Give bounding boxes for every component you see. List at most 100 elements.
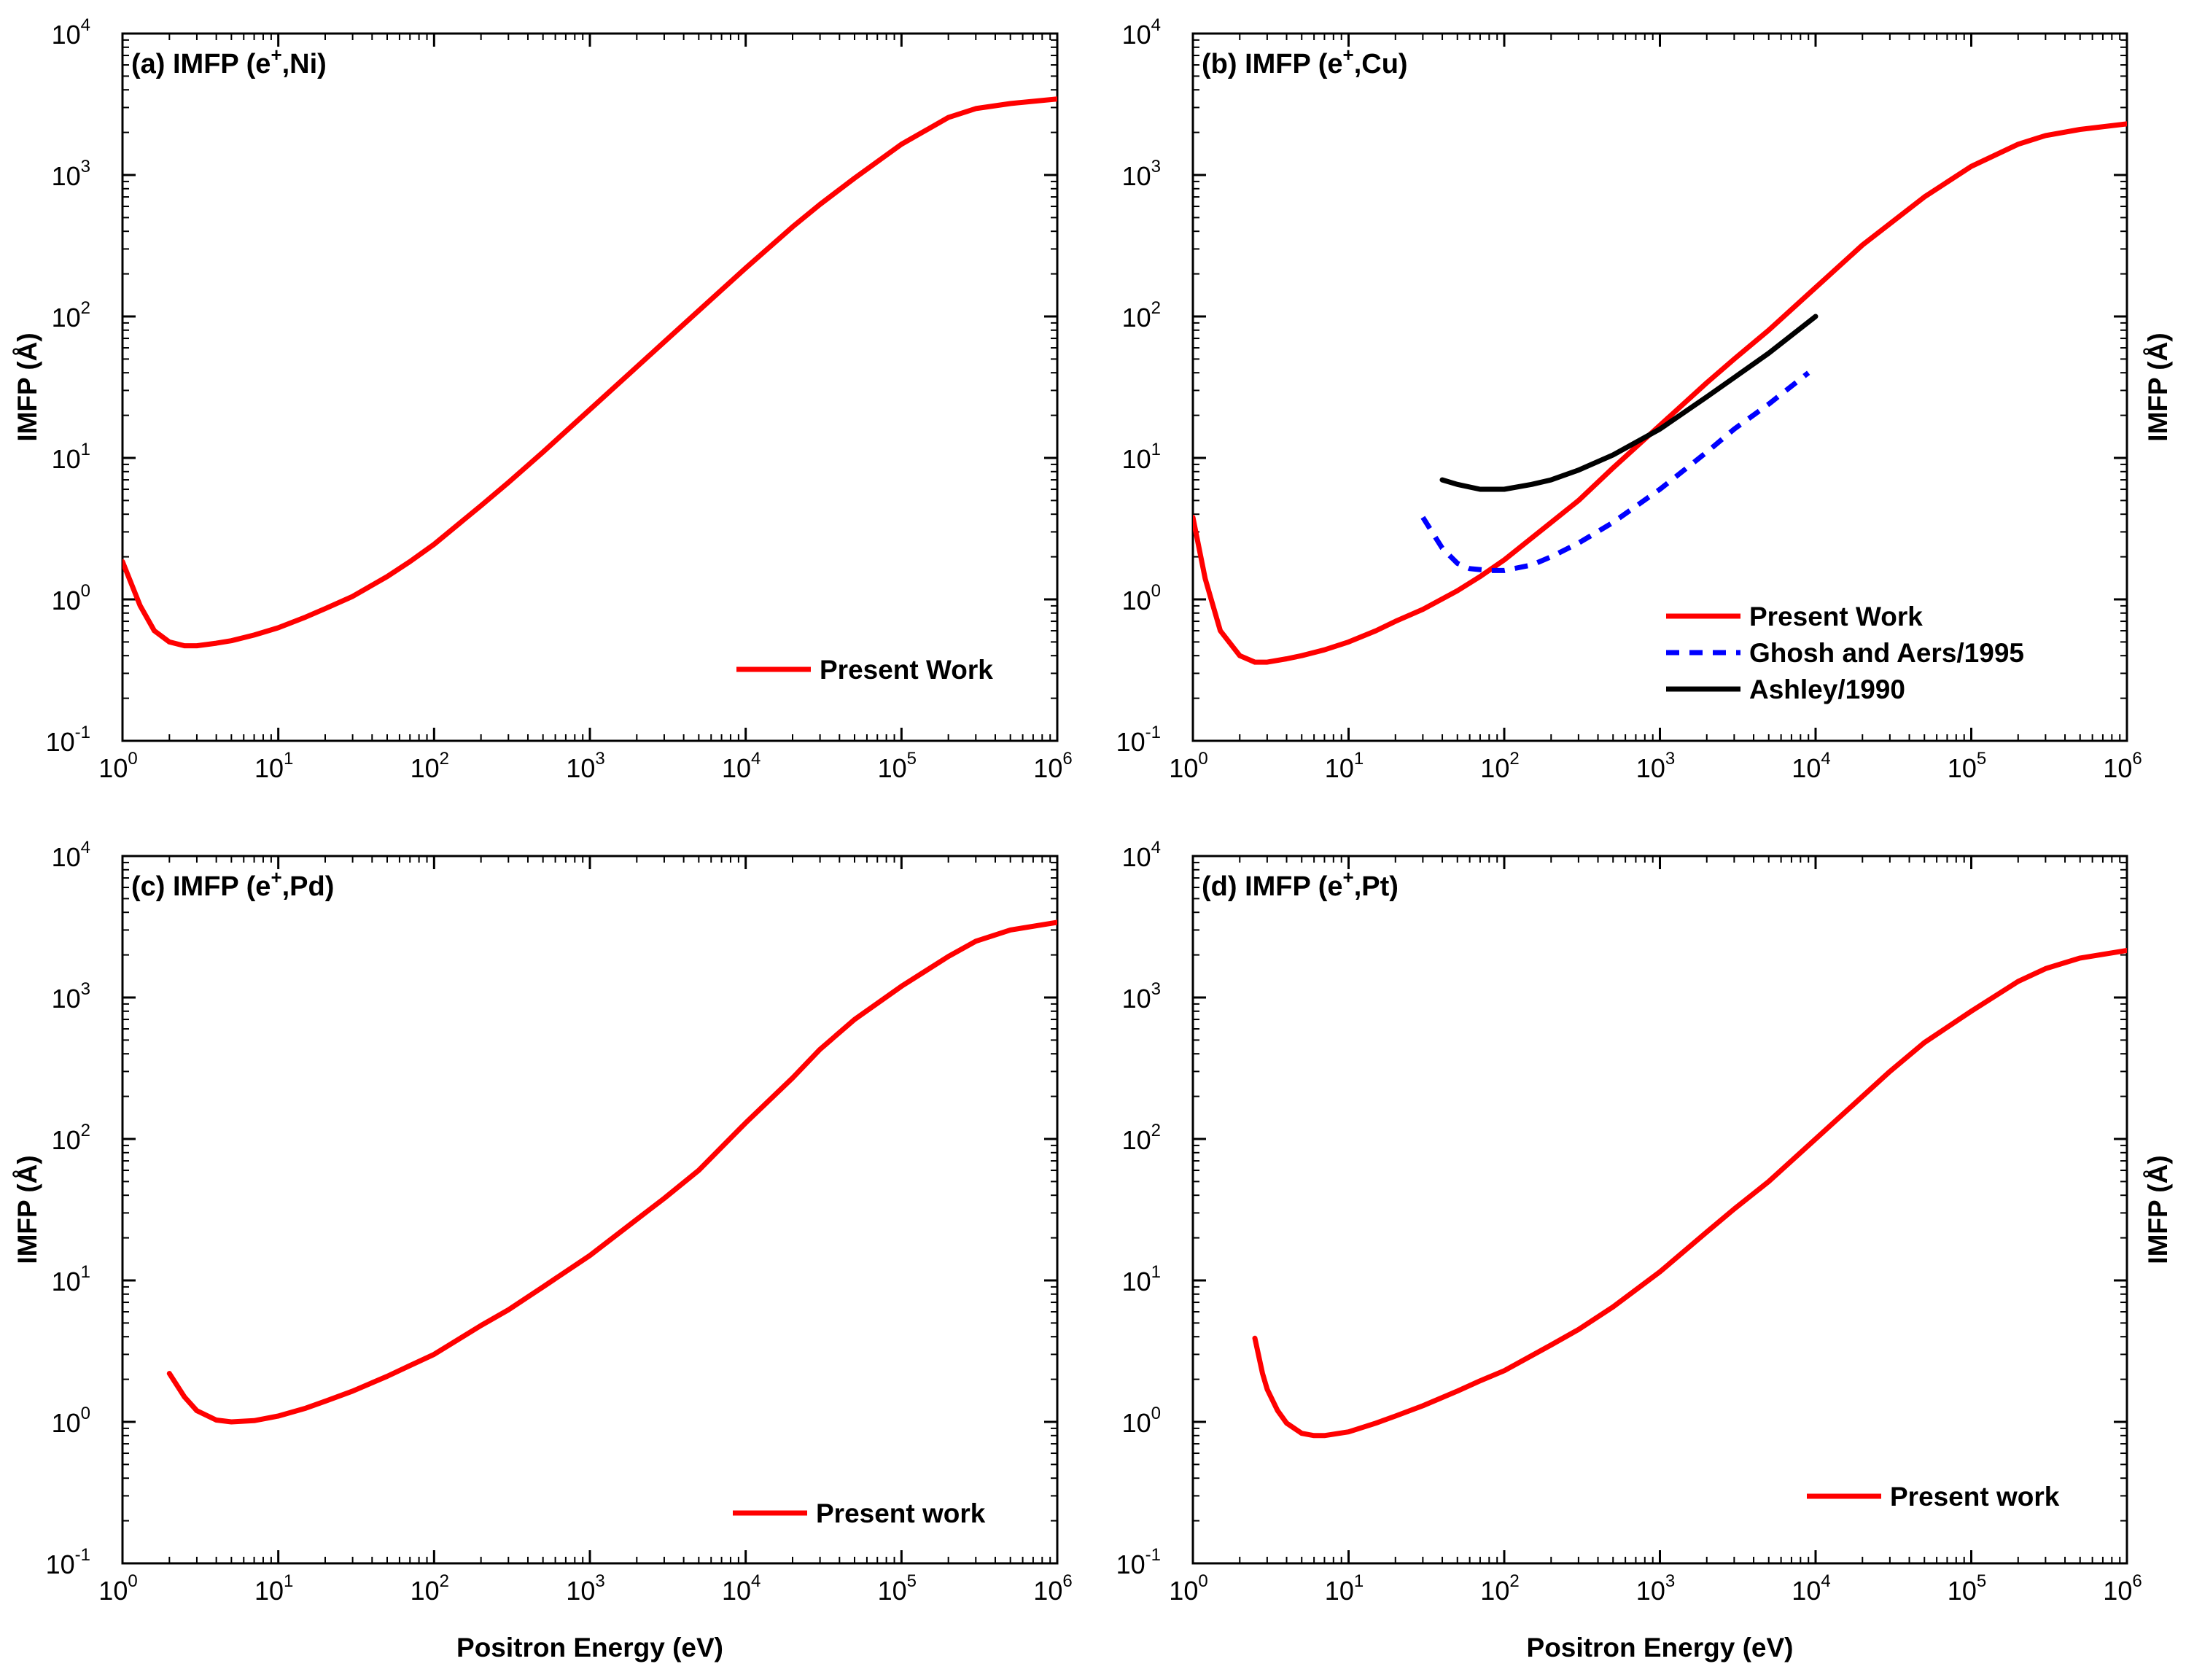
y-tick-base: 10 [52,161,81,191]
x-tick-label: 101 [254,1571,293,1606]
panel-title-prefix: (c) IMFP (e [131,871,271,902]
y-tick-base: 10 [1116,1549,1145,1579]
panel-b: 100 101 102 103 104 105 10610-1100101102103104… [1116,15,2173,783]
x-tick-base: 10 [1480,1576,1509,1606]
x-tick-exponent: 6 [2132,1571,2142,1591]
y-tick-exponent: 2 [1151,1121,1161,1140]
y-tick-exponent: 3 [81,979,90,999]
x-tick-label: 102 [1480,749,1519,783]
x-tick-exponent: 1 [284,749,293,769]
y-tick-base: 10 [1122,161,1151,191]
y-tick-base: 10 [1116,727,1145,757]
y-tick-label: 103 [1122,979,1161,1014]
y-axis-label: IMFP (Å) [2143,1155,2173,1264]
panel-title: (c) IMFP (e+,Pd) [131,866,334,902]
y-tick-exponent: -1 [75,1545,90,1565]
x-tick-base: 10 [566,753,595,783]
y-tick-label: 102 [1122,1121,1161,1155]
y-tick-label: 104 [1122,838,1161,872]
x-tick-base: 10 [1636,1576,1665,1606]
x-tick-label: 101 [254,749,293,783]
x-tick-label: 100 [1169,1571,1207,1606]
y-tick-exponent: -1 [1145,1545,1161,1565]
y-tick-base: 10 [1122,1267,1151,1296]
x-tick-exponent: 1 [1354,749,1364,769]
y-tick-label: 10-1 [1116,723,1161,757]
x-tick-base: 10 [1325,1576,1354,1606]
y-tick-label: 104 [52,838,90,872]
x-tick-exponent: 0 [128,1571,137,1591]
x-tick-base: 10 [411,753,440,783]
x-tick-exponent: 3 [595,749,604,769]
x-tick-base: 10 [878,753,907,783]
y-tick-exponent: 0 [81,1404,90,1423]
y-tick-base: 10 [1122,20,1151,50]
x-tick-base: 10 [1636,753,1665,783]
y-tick-label: 103 [52,157,90,191]
x-tick-label: 106 [2103,749,2142,783]
x-tick-exponent: 5 [1977,1571,1986,1591]
x-tick-exponent: 5 [907,1571,917,1591]
y-tick-base: 10 [52,1408,81,1438]
y-tick-exponent: 4 [81,838,90,858]
x-tick-label: 104 [1792,749,1830,783]
series-line-present-work [166,919,1057,1425]
series-line-ghosh-and-aers-1995 [1420,370,1810,573]
y-tick-label: 103 [1122,157,1161,191]
panel-title-suffix: ,Pt) [1354,871,1399,902]
x-tick-label: 105 [1948,749,1986,783]
x-tick-exponent: 6 [1062,1571,1072,1591]
x-tick-label: 105 [878,749,917,783]
y-tick-label: 101 [1122,440,1161,474]
y-tick-base: 10 [52,1125,81,1155]
y-tick-base: 10 [52,842,81,872]
x-tick-base: 10 [566,1576,595,1606]
panel-title-suffix: ,Ni) [282,49,327,79]
x-tick-exponent: 4 [751,749,761,769]
y-tick-label: 100 [1122,581,1161,615]
panel-title-prefix: (d) IMFP (e [1202,871,1343,902]
y-tick-base: 10 [46,1549,75,1579]
x-tick-exponent: 0 [1198,749,1207,769]
y-tick-exponent: 1 [1151,440,1161,459]
y-tick-exponent: 1 [81,440,90,459]
x-tick-base: 10 [878,1576,907,1606]
y-tick-exponent: 3 [1151,979,1161,999]
panel-title: (d) IMFP (e+,Pt) [1202,866,1399,902]
x-tick-base: 10 [1325,753,1354,783]
x-tick-base: 10 [1480,753,1509,783]
x-tick-base: 10 [2103,753,2132,783]
panel-title: (a) IMFP (e+,Ni) [131,44,327,79]
y-tick-base: 10 [1122,586,1151,615]
y-tick-label: 10-1 [1116,1545,1161,1579]
legend-label: Present Work [1749,602,1923,631]
y-axis-label: IMFP (Å) [12,1155,42,1264]
y-tick-exponent: 1 [81,1262,90,1282]
x-tick-label: 102 [411,1571,449,1606]
x-tick-exponent: 4 [1821,1571,1830,1591]
x-tick-exponent: 2 [440,749,449,769]
y-tick-base: 10 [1122,984,1151,1014]
x-tick-label: 103 [566,749,604,783]
y-tick-label: 102 [1122,298,1161,332]
y-tick-exponent: 0 [81,581,90,601]
x-tick-base: 10 [722,1576,751,1606]
x-tick-label: 106 [2103,1571,2142,1606]
x-tick-exponent: 6 [2132,749,2142,769]
x-tick-label: 104 [1792,1571,1830,1606]
x-tick-label: 106 [1033,1571,1072,1606]
y-tick-label: 100 [52,1404,90,1438]
y-tick-base: 10 [46,727,75,757]
x-tick-exponent: 2 [1509,749,1519,769]
x-tick-exponent: 3 [595,1571,604,1591]
x-tick-exponent: 1 [284,1571,293,1591]
x-axis-label: Positron Energy (eV) [1527,1633,1794,1662]
panel-title-prefix: (b) IMFP (e [1202,49,1343,79]
x-tick-exponent: 4 [751,1571,761,1591]
legend-label: Ghosh and Aers/1995 [1749,638,2024,668]
x-tick-label: 103 [566,1571,604,1606]
series-line-present-work [1252,948,2127,1439]
y-tick-exponent: 4 [1151,838,1161,858]
x-tick-base: 10 [411,1576,440,1606]
